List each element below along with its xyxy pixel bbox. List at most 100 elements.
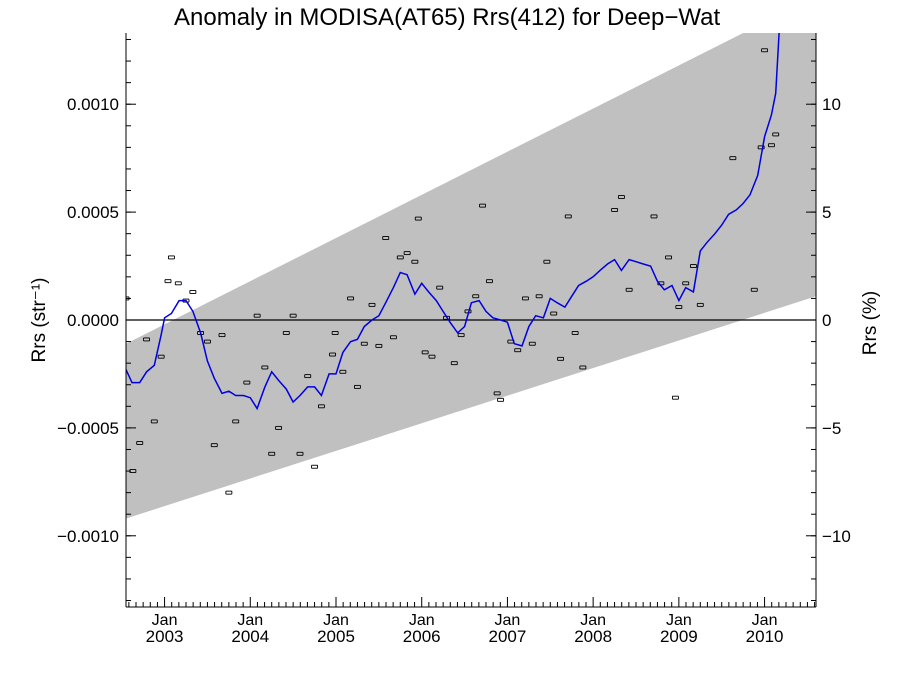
data-point [382, 236, 390, 240]
data-point [403, 251, 411, 256]
data-point [650, 214, 658, 219]
data-point [472, 294, 480, 299]
data-point [761, 48, 769, 53]
data-point [203, 339, 211, 344]
data-point [497, 397, 505, 402]
x-tick-label-month: Jan [323, 612, 349, 629]
data-point [225, 490, 233, 495]
y-tick-label-right: 10 [822, 95, 841, 114]
data-point [210, 443, 218, 448]
data-point [329, 352, 337, 357]
x-tick-label-month: Jan [237, 612, 263, 629]
y-axis-label-right: Rrs (%) [860, 291, 881, 355]
data-point [389, 335, 397, 340]
data-point [682, 281, 690, 286]
data-point [296, 451, 304, 456]
data-point [689, 264, 697, 269]
data-point [579, 365, 587, 370]
data-point [421, 350, 429, 355]
data-point [550, 311, 558, 316]
data-point [289, 313, 297, 318]
data-point [543, 259, 551, 264]
data-point [150, 419, 158, 424]
data-point [396, 255, 404, 260]
data-point [696, 302, 704, 307]
x-tick-label-month: Jan [152, 612, 178, 629]
data-point [317, 404, 325, 409]
data-point [368, 302, 376, 307]
y-tick-label-right: 5 [822, 203, 831, 222]
y-tick-label-left: −0.0010 [57, 527, 119, 546]
data-point [729, 156, 737, 161]
x-tick-label-year: 2006 [403, 627, 441, 646]
data-point [675, 305, 683, 310]
axis-ticks: 0.0010 0.0005 0.0000 −0.0005 −0.0010 10 5 0 −5 −1… [57, 38, 851, 646]
data-point [521, 296, 529, 301]
data-point [767, 143, 775, 148]
data-point [282, 330, 290, 335]
data-point [671, 395, 679, 400]
data-point [174, 281, 182, 286]
data-point [485, 279, 493, 284]
data-point [557, 356, 565, 361]
y-tick-label-left: 0.0000 [67, 311, 119, 330]
x-tick-label-year: 2010 [746, 627, 784, 646]
data-point [414, 216, 422, 221]
x-tick-label-month: Jan [752, 612, 778, 629]
x-tick-label-year: 2008 [574, 627, 612, 646]
chart-title: Anomaly in MODISA(AT65) Rrs(412) for Dee… [174, 4, 720, 31]
data-point [353, 384, 361, 389]
data-point [479, 203, 487, 208]
data-point [218, 333, 226, 338]
data-point [750, 287, 758, 292]
data-point [665, 255, 673, 260]
data-point [164, 279, 172, 284]
data-point [243, 380, 251, 385]
data-point [625, 287, 633, 292]
data-point [564, 214, 572, 219]
data-point [268, 451, 276, 456]
y-tick-label-right: −10 [822, 527, 851, 546]
x-tick-label-year: 2004 [231, 627, 269, 646]
y-tick-label-left: 0.0010 [67, 95, 119, 114]
data-point [304, 374, 312, 379]
data-point [450, 361, 458, 366]
data-point [611, 207, 619, 212]
x-tick-label-year: 2005 [317, 627, 355, 646]
smoothed-series-line [126, 33, 780, 411]
data-point [360, 341, 368, 346]
plot-area [126, 33, 816, 519]
data-point [375, 343, 383, 348]
data-point [339, 369, 347, 374]
data-point [253, 313, 261, 318]
y-tick-label-right: 0 [822, 311, 831, 330]
y-tick-label-right: −5 [822, 419, 841, 438]
x-tick-label-year: 2007 [489, 627, 527, 646]
data-point [428, 354, 436, 359]
data-point [275, 425, 283, 430]
data-point [157, 354, 165, 359]
x-tick-label-year: 2009 [660, 627, 698, 646]
y-axis-label-left: Rrs (str⁻¹) [29, 278, 50, 363]
x-tick-label-month: Jan [495, 612, 521, 629]
data-point [189, 289, 197, 294]
data-point [772, 132, 780, 137]
data-point [311, 464, 319, 469]
x-tick-label-year: 2003 [146, 627, 184, 646]
data-point [261, 365, 269, 370]
data-point [493, 391, 501, 396]
x-tick-label-month: Jan [409, 612, 435, 629]
y-tick-label-left: −0.0005 [57, 419, 119, 438]
data-point [617, 195, 625, 199]
data-point [232, 419, 240, 424]
data-point [167, 255, 175, 260]
y-tick-label-left: 0.0005 [67, 203, 119, 222]
data-point [331, 330, 339, 335]
data-point [528, 341, 536, 346]
data-point [571, 330, 579, 335]
x-tick-label-month: Jan [580, 612, 606, 629]
data-point [143, 337, 151, 342]
data-point [436, 285, 444, 290]
x-tick-label-month: Jan [666, 612, 692, 629]
